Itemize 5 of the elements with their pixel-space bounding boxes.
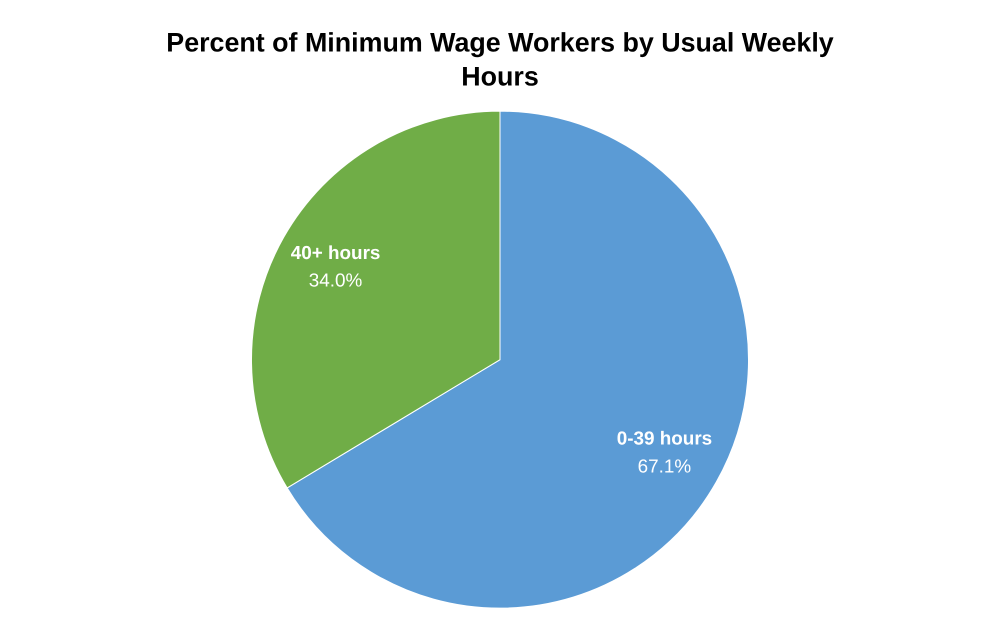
data-label: 34.0% [308,270,363,292]
chart-title: Percent of Minimum Wage Workers by Usual Weekly Hours [166,28,834,92]
slice-label: 40+ hours [290,242,380,264]
data-label: 67.1% [638,456,692,478]
slice-label: 0-39 hours [616,428,712,450]
